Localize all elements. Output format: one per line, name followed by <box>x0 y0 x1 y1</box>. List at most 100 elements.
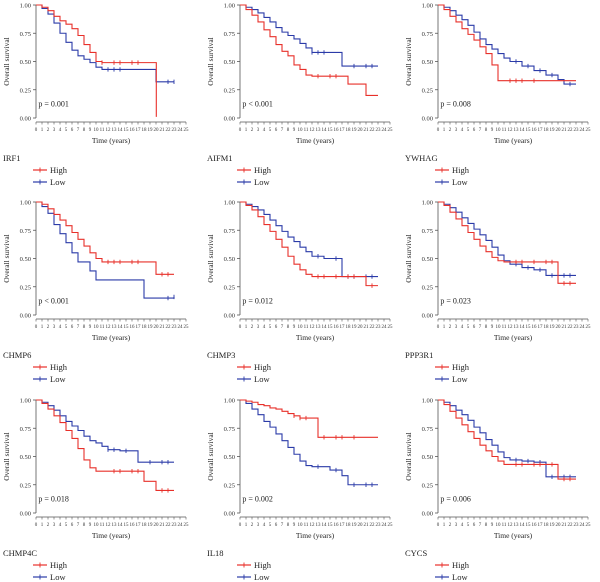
p-value: p = 0.002 <box>242 495 273 504</box>
x-tick-label: 3 <box>53 128 56 133</box>
x-tick-label: 18 <box>346 325 352 330</box>
y-tick-label: 0.25 <box>20 87 31 94</box>
x-tick-label: 14 <box>118 523 124 528</box>
x-tick-label: 9 <box>491 128 494 133</box>
x-tick-label: 7 <box>479 325 482 330</box>
y-tick-label: 0.25 <box>20 284 31 291</box>
x-tick-label: 1 <box>41 523 44 528</box>
x-tick-label: 7 <box>281 523 284 528</box>
legend-label-high: High <box>254 165 272 175</box>
y-tick-label: 0.50 <box>20 59 31 66</box>
x-tick-label: 3 <box>257 523 260 528</box>
x-tick-label: 23 <box>376 523 382 528</box>
x-tick-label: 11 <box>502 325 507 330</box>
x-tick-label: 19 <box>352 128 358 133</box>
x-tick-label: 10 <box>496 325 502 330</box>
x-tick-label: 7 <box>281 325 284 330</box>
x-tick-label: 16 <box>334 523 340 528</box>
x-tick-label: 21 <box>364 325 370 330</box>
x-tick-label: 17 <box>538 128 544 133</box>
y-tick-label: 0.50 <box>422 256 433 263</box>
x-tick-label: 24 <box>382 325 388 330</box>
x-tick-label: 11 <box>304 128 309 133</box>
y-tick-label: 1.00 <box>20 3 31 10</box>
legend-label-high: High <box>452 165 470 175</box>
x-tick-label: 5 <box>269 128 272 133</box>
x-tick-label: 15 <box>328 325 334 330</box>
x-tick-label: 13 <box>514 128 520 133</box>
legend-label-low: Low <box>452 572 468 582</box>
series-line-low <box>438 399 576 478</box>
legend-label-high: High <box>50 560 68 570</box>
x-tick-label: 5 <box>65 325 68 330</box>
p-value: p = 0.018 <box>38 495 69 504</box>
x-tick-label: 0 <box>239 128 242 133</box>
x-tick-label: 5 <box>467 325 470 330</box>
x-tick-label: 10 <box>298 523 304 528</box>
x-tick-label: 14 <box>322 523 328 528</box>
x-tick-label: 16 <box>130 325 136 330</box>
x-tick-label: 20 <box>358 128 364 133</box>
x-tick-label: 21 <box>562 325 568 330</box>
y-tick-label: 0.75 <box>422 426 433 433</box>
series-line-high <box>240 4 378 96</box>
x-tick-label: 3 <box>455 128 458 133</box>
x-tick-label: 1 <box>443 325 446 330</box>
x-tick-label: 14 <box>118 325 124 330</box>
x-tick-label: 18 <box>142 523 148 528</box>
x-tick-label: 10 <box>94 523 100 528</box>
series-line-high <box>438 4 576 82</box>
x-tick-label: 13 <box>316 523 322 528</box>
x-tick-label: 4 <box>461 325 464 330</box>
x-tick-label: 3 <box>257 128 260 133</box>
y-tick-label: 0.50 <box>20 454 31 461</box>
legend-title: IRF1 <box>3 153 20 163</box>
x-tick-label: 1 <box>443 128 446 133</box>
x-tick-label: 2 <box>47 325 50 330</box>
legend-title: YWHAG <box>405 153 438 163</box>
y-axis-label: Overall survival <box>404 37 413 86</box>
legend-title: CHMP3 <box>207 350 235 360</box>
x-tick-label: 23 <box>172 523 178 528</box>
y-tick-label: 1.00 <box>20 398 31 405</box>
x-tick-label: 2 <box>251 128 254 133</box>
x-tick-label: 9 <box>293 325 296 330</box>
series-line-high <box>240 399 378 438</box>
x-tick-label: 21 <box>364 128 370 133</box>
x-tick-label: 19 <box>148 523 154 528</box>
x-tick-label: 21 <box>160 128 166 133</box>
x-tick-label: 13 <box>316 325 322 330</box>
x-tick-label: 24 <box>382 128 388 133</box>
legend-title: CYCS <box>405 548 427 558</box>
x-tick-label: 10 <box>94 128 100 133</box>
legend-label-low: Low <box>50 177 66 187</box>
x-tick-label: 22 <box>166 128 172 133</box>
series-line-high <box>36 201 174 275</box>
x-tick-label: 17 <box>340 128 346 133</box>
y-tick-label: 0.25 <box>422 482 433 489</box>
series-line-high <box>438 399 576 480</box>
legend-title: CHMP4C <box>3 548 37 558</box>
x-tick-label: 19 <box>550 523 556 528</box>
x-tick-label: 15 <box>124 325 130 330</box>
x-tick-label: 12 <box>508 325 514 330</box>
km-panel-aifm1: 0.000.250.500.751.000 1 2 3 4 5 6 7 8 9 10 11 12 13 14… <box>206 3 393 188</box>
x-tick-label: 14 <box>520 523 526 528</box>
y-tick-label: 0.25 <box>422 284 433 291</box>
x-tick-label: 11 <box>502 128 507 133</box>
x-tick-label: 0 <box>35 128 38 133</box>
series-line-low <box>240 399 378 486</box>
x-tick-label: 3 <box>53 523 56 528</box>
p-value: p = 0.001 <box>38 100 69 109</box>
km-panel-cycs: 0.000.250.500.751.000 1 2 3 4 5 6 7 8 9 10 11 12 13 14… <box>404 398 591 582</box>
x-tick-label: 19 <box>550 325 556 330</box>
y-tick-label: 0.00 <box>20 511 31 518</box>
x-tick-label: 14 <box>322 128 328 133</box>
x-tick-label: 20 <box>154 128 160 133</box>
p-value: p < 0.001 <box>38 297 69 306</box>
x-tick-label: 15 <box>328 523 334 528</box>
x-tick-label: 5 <box>467 523 470 528</box>
x-tick-label: 0 <box>239 325 242 330</box>
x-tick-label: 20 <box>556 128 562 133</box>
y-tick-label: 0.25 <box>224 87 235 94</box>
